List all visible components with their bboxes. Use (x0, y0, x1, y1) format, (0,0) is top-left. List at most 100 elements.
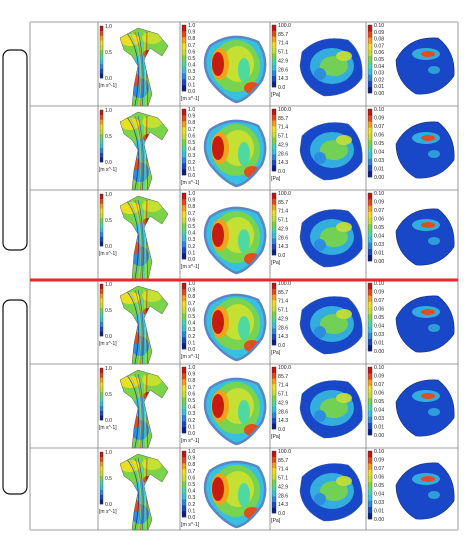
colorbar-swatch (368, 494, 372, 501)
colorbar-swatch (368, 74, 372, 81)
streamline (125, 115, 139, 190)
colorbar-swatch (272, 400, 276, 407)
pressure-outline (299, 209, 363, 268)
streamline (143, 199, 147, 280)
colorbar-tick-label: 0.03 (374, 332, 384, 338)
contour-region (428, 237, 440, 245)
colorbar-swatch (100, 386, 103, 392)
colorbar-swatch (182, 247, 186, 254)
colorbar-swatch (100, 312, 103, 318)
colorbar-tick-label: 0.0 (105, 76, 112, 82)
colorbar-swatch (182, 139, 186, 146)
streamline (137, 373, 144, 448)
colorbar-swatch (272, 496, 276, 503)
colorbar-swatch (182, 217, 186, 224)
colorbar-tick-label: 0.5 (105, 476, 112, 482)
colorbar-swatch (368, 211, 372, 219)
colorbar-tick-label: 85.7 (278, 32, 288, 38)
colorbar-swatch (368, 55, 372, 63)
streamline (143, 289, 147, 364)
colorbar-tick-label: 100.0 (278, 191, 291, 197)
pressure-outline (299, 122, 363, 181)
colorbar-tick-label: 1.0 (105, 282, 112, 288)
colorbar-tick-label: 0.9 (188, 372, 195, 378)
colorbar-tick-label: 85.7 (278, 374, 288, 380)
shear-body (396, 379, 455, 437)
colorbar-swatch (100, 114, 103, 120)
streamline (137, 31, 144, 106)
colorbar-swatch (100, 302, 103, 308)
colorbar-swatch (368, 457, 372, 464)
colorbar-tick-label: 0.6 (188, 391, 195, 397)
colorbar-swatch (272, 383, 276, 390)
pressure-body (300, 463, 363, 521)
panels: 1.00.50.0[m s^-1]1.00.90.80.70.60.50.40.… (99, 23, 455, 531)
colorbar-swatch (182, 55, 186, 62)
colorbar-swatch (182, 475, 186, 482)
colorbar-swatch (100, 461, 103, 467)
colorbar-swatch (368, 236, 372, 243)
colorbar-swatch (272, 462, 276, 469)
colorbar-swatch (182, 25, 186, 32)
colorbar-swatch (272, 47, 276, 54)
contour-region (120, 202, 140, 214)
colorbar-swatch (182, 235, 186, 242)
colorbar-swatch (182, 385, 186, 392)
colorbar-swatch (272, 305, 276, 312)
colorbar-frame (367, 282, 373, 352)
colorbar-tick-label: 0.0 (278, 343, 285, 349)
colorbar-tick-label: 1.0 (188, 281, 195, 287)
streamline (143, 373, 147, 448)
colorbar-tick-label: 0.03 (374, 242, 384, 248)
colorbar-tick-label: 0.01 (374, 341, 384, 347)
contour-region (314, 239, 326, 251)
colorbar-swatch (100, 203, 103, 209)
contour-region (428, 66, 440, 74)
colorbar-swatch (100, 110, 103, 116)
colorbar-swatch (368, 242, 372, 249)
colorbar-tick-label: 0.7 (188, 469, 195, 475)
contour-region (238, 483, 250, 507)
colorbar-swatch (100, 147, 103, 153)
colorbar-tick-label: 85.7 (278, 200, 288, 206)
colorbar-swatch (272, 137, 276, 144)
colorbar-frame (271, 192, 277, 256)
colorbar-unit-label: [m s^-1] (99, 341, 117, 347)
colorbar-swatch (182, 397, 186, 404)
colorbar-tick-label: 0.04 (374, 324, 384, 330)
contour-region (238, 316, 250, 340)
colorbar-swatch (182, 331, 186, 338)
colorbar-tick-label: 0.04 (374, 234, 384, 240)
colorbar-tick-label: 0.05 (374, 225, 384, 231)
colorbar-swatch (182, 481, 186, 488)
streamline (134, 31, 143, 106)
streamline (137, 457, 144, 530)
colorbar-frame (271, 366, 277, 430)
colorbar-tick-label: 0.05 (374, 141, 384, 147)
contour-region (314, 68, 326, 80)
colorbar-tick-label: 0.0 (105, 244, 112, 250)
colorbar-swatch (182, 145, 186, 152)
section-outline (203, 206, 267, 275)
colorbar-swatch (100, 217, 103, 223)
panel-pressure-contour: 100.0 85.7 71.4 57.1 42.9 28.6 14.3 0.0[Pa] (271, 107, 363, 182)
pressure-outline (299, 296, 363, 355)
contour-region (320, 140, 348, 160)
colorbar-unit-label: [Pa] (271, 260, 281, 266)
colorbar-swatch (182, 205, 186, 212)
colorbar-swatch (272, 311, 276, 318)
colorbar-tick-label: 0.5 (188, 140, 195, 146)
colorbar-swatch (182, 415, 186, 422)
colorbar-swatch (100, 372, 103, 378)
contour-region (314, 493, 326, 505)
colorbar-tick-label: 0.01 (374, 251, 384, 257)
colorbar-swatch (272, 221, 276, 228)
colorbar-tick-label: 14.3 (278, 502, 288, 508)
colorbar-swatch (100, 68, 103, 74)
colorbar-swatch (272, 339, 276, 346)
colorbar-swatch (272, 294, 276, 301)
colorbar-frame (181, 282, 187, 350)
colorbar-swatch (100, 293, 103, 299)
contour-region (120, 118, 140, 130)
colorbar-tick-label: 57.1 (278, 308, 288, 314)
